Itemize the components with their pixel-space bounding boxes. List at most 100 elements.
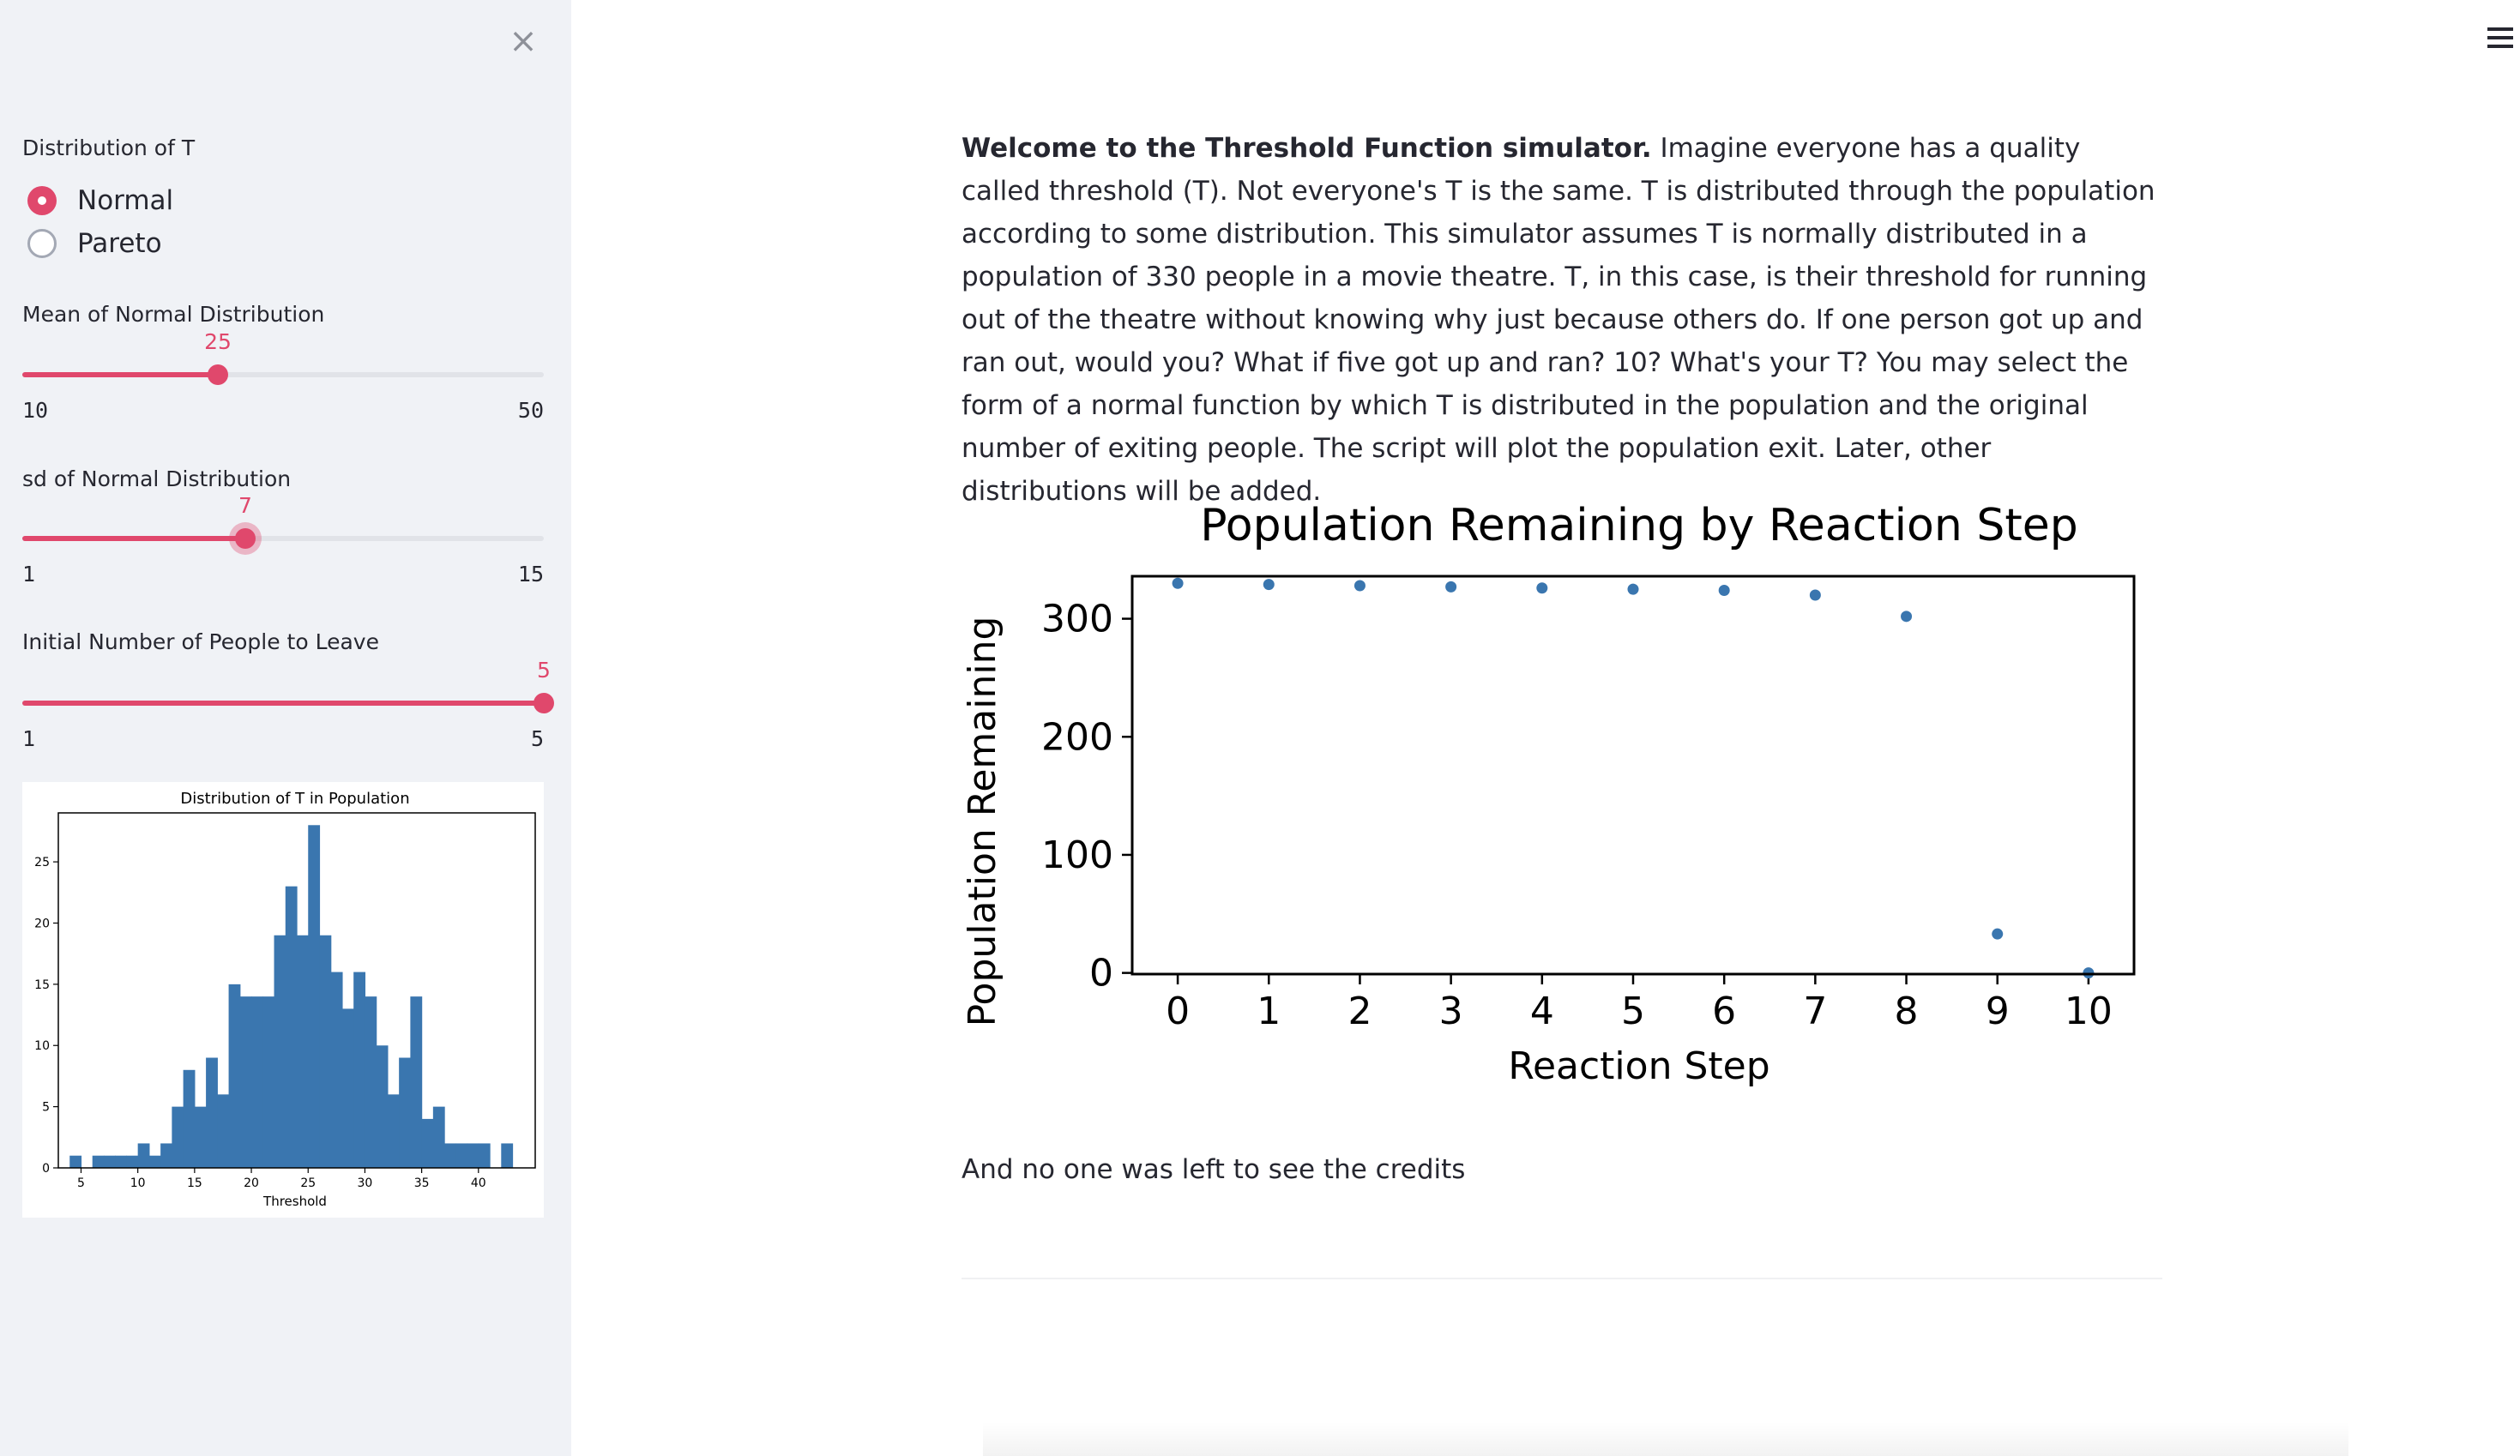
population-chart-point: [1901, 611, 1913, 623]
people-slider-label: Initial Number of People to Leave: [22, 629, 379, 654]
distribution-label: Distribution of T: [22, 135, 196, 160]
people-slider-min: 1: [22, 726, 36, 751]
population-chart-xtick-label: 6: [1712, 990, 1736, 1033]
histogram-bar: [478, 1143, 491, 1168]
histogram-bar: [399, 1057, 411, 1168]
mean-slider-label: Mean of Normal Distribution: [22, 302, 325, 327]
radio-selected-icon: [27, 186, 57, 215]
histogram-bar: [194, 1106, 207, 1168]
population-chart-xtick-label: 2: [1347, 990, 1372, 1033]
histogram-xlabel: Threshold: [262, 1194, 327, 1209]
histogram-card: Distribution of T in Population 5 10 15 20 2…: [22, 782, 544, 1218]
population-chart-xtick-label: 8: [1895, 990, 1919, 1033]
mean-slider-thumb[interactable]: [208, 364, 228, 385]
histogram-bar: [217, 1094, 230, 1168]
histogram-title: Distribution of T in Population: [180, 790, 409, 808]
intro-bold: Welcome to the Threshold Function simula…: [962, 133, 1652, 164]
histogram-bar: [455, 1143, 468, 1168]
histogram-bar: [274, 935, 286, 1168]
radio-normal[interactable]: Normal: [27, 185, 173, 216]
histogram-bar: [432, 1106, 445, 1168]
histogram-bar: [92, 1155, 105, 1168]
population-chart-ylabel: Population Remaining: [962, 617, 1004, 1027]
histogram-bar: [376, 1045, 389, 1168]
histogram-ytick-label: 15: [34, 978, 50, 992]
histogram-bar: [172, 1106, 184, 1168]
mean-slider-max: 50: [517, 398, 544, 423]
close-sidebar-icon[interactable]: ×: [509, 21, 538, 61]
sd-slider-label: sd of Normal Distribution: [22, 466, 292, 491]
hamburger-menu-icon[interactable]: [2481, 19, 2520, 58]
population-chart-ytick-label: 300: [1041, 598, 1113, 641]
histogram-bar: [365, 996, 377, 1168]
population-chart-xtick-label: 0: [1166, 990, 1190, 1033]
slider-track: [22, 536, 544, 541]
histogram-bar: [262, 996, 275, 1168]
radio-normal-label: Normal: [77, 185, 174, 216]
population-chart-frame: [1130, 575, 2136, 976]
histogram-bar: [148, 1155, 161, 1168]
population-chart-xtick-label: 10: [2065, 990, 2113, 1033]
histogram-bar: [228, 984, 241, 1168]
slider-fill: [22, 372, 218, 377]
histogram-bar: [421, 1118, 434, 1168]
histogram-bar: [330, 972, 343, 1168]
mean-slider-value: 25: [204, 329, 232, 354]
sd-slider-thumb[interactable]: [235, 528, 256, 549]
histogram-bar: [319, 935, 332, 1168]
people-slider-value: 5: [537, 658, 551, 683]
population-chart-point: [1992, 928, 2004, 940]
histogram-bar: [387, 1094, 400, 1168]
main-content: Welcome to the Threshold Function simula…: [571, 0, 2520, 1456]
population-chart-point: [1353, 580, 1366, 592]
histogram-xtick-label: 5: [77, 1176, 85, 1190]
sd-slider-max: 15: [517, 562, 544, 587]
population-chart-xtick-label: 7: [1803, 990, 1827, 1033]
slider-track: [22, 372, 544, 377]
histogram-bar: [251, 996, 263, 1168]
histogram-xtick-label: 40: [471, 1176, 486, 1190]
mean-slider[interactable]: 25: [22, 329, 544, 385]
population-chart-point: [1445, 581, 1457, 593]
population-chart-point: [1809, 589, 1821, 601]
histogram-bar: [103, 1155, 116, 1168]
histogram-ytick-label: 20: [34, 917, 50, 930]
people-slider-max: 5: [530, 726, 544, 751]
histogram-xtick-label: 30: [358, 1176, 373, 1190]
histogram-bar: [285, 886, 298, 1168]
histogram-bar: [444, 1143, 456, 1168]
sd-slider-value: 7: [238, 493, 252, 518]
population-chart-point: [1718, 585, 1730, 597]
histogram-bar: [69, 1155, 82, 1168]
histogram-xtick-label: 20: [244, 1176, 259, 1190]
intro-text: Imagine everyone has a quality called th…: [962, 133, 2155, 507]
histogram-ytick-label: 5: [42, 1101, 50, 1115]
histogram-ytick-label: 10: [34, 1039, 50, 1053]
population-chart-xtick-label: 1: [1257, 990, 1281, 1033]
people-slider[interactable]: 5: [22, 658, 554, 713]
population-chart-ytick-label: 0: [1089, 952, 1113, 996]
population-chart-xtick-label: 4: [1530, 990, 1554, 1033]
people-slider-thumb[interactable]: [534, 693, 554, 713]
histogram-bar: [160, 1143, 172, 1168]
histogram-ytick-label: 0: [42, 1162, 50, 1176]
histogram-bar: [341, 1008, 354, 1168]
population-chart-point: [1627, 583, 1639, 595]
histogram-xtick-label: 35: [414, 1176, 430, 1190]
population-chart-xtick-label: 9: [1986, 990, 2010, 1033]
population-chart-point: [1263, 579, 1275, 591]
histogram-bar: [353, 972, 366, 1168]
radio-pareto[interactable]: Pareto: [27, 228, 162, 259]
population-chart-xtick-label: 3: [1439, 990, 1463, 1033]
histogram-bar: [467, 1143, 479, 1168]
radio-unselected-icon: [27, 229, 57, 258]
divider: [962, 1278, 2162, 1279]
population-chart: Population Remaining by Reaction Step Po…: [962, 500, 2136, 1088]
histogram-xtick-label: 25: [300, 1176, 316, 1190]
histogram-bar: [126, 1155, 139, 1168]
sd-slider-min: 1: [22, 562, 36, 587]
histogram-bar: [137, 1143, 150, 1168]
sd-slider[interactable]: 7: [22, 493, 544, 549]
radio-pareto-label: Pareto: [77, 228, 162, 259]
histogram-bar: [410, 996, 423, 1168]
